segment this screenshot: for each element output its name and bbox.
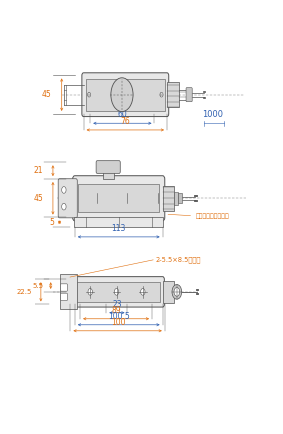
Text: 45: 45 — [42, 90, 52, 99]
Text: サポートブラケット: サポートブラケット — [196, 213, 229, 219]
Bar — [86, 79, 165, 111]
Circle shape — [87, 92, 91, 97]
Text: 89: 89 — [111, 306, 121, 316]
Text: 100.5: 100.5 — [108, 312, 130, 322]
Bar — [74, 217, 162, 227]
Text: 22.5: 22.5 — [17, 289, 32, 295]
FancyBboxPatch shape — [186, 88, 192, 102]
FancyBboxPatch shape — [73, 176, 165, 221]
Bar — [178, 193, 182, 203]
Circle shape — [114, 289, 119, 295]
Text: 21: 21 — [34, 166, 43, 175]
Bar — [162, 186, 173, 211]
Bar — [162, 281, 173, 303]
FancyBboxPatch shape — [61, 284, 67, 291]
Circle shape — [172, 285, 182, 299]
Circle shape — [141, 289, 145, 295]
Bar — [59, 274, 77, 309]
Text: 100: 100 — [112, 319, 126, 327]
FancyBboxPatch shape — [96, 161, 120, 174]
FancyBboxPatch shape — [73, 276, 164, 307]
FancyBboxPatch shape — [82, 73, 169, 117]
Circle shape — [62, 187, 66, 193]
FancyBboxPatch shape — [61, 293, 67, 300]
Text: 5.5: 5.5 — [32, 283, 43, 289]
Circle shape — [111, 78, 133, 112]
Text: 1000: 1000 — [203, 110, 224, 119]
Circle shape — [160, 92, 163, 97]
Text: 23: 23 — [112, 300, 122, 309]
FancyBboxPatch shape — [58, 179, 77, 218]
Text: 45: 45 — [33, 194, 43, 203]
Circle shape — [174, 287, 180, 296]
Text: 5: 5 — [49, 218, 54, 227]
Text: 76: 76 — [121, 117, 130, 126]
Bar — [173, 191, 178, 205]
Circle shape — [88, 289, 93, 295]
Text: 2-5.5×8.5取付穴: 2-5.5×8.5取付穴 — [156, 256, 201, 263]
Bar — [103, 171, 114, 179]
Bar — [77, 282, 160, 302]
Bar — [167, 82, 179, 107]
Text: 113: 113 — [112, 224, 126, 233]
Circle shape — [62, 203, 66, 210]
Text: 60: 60 — [117, 110, 127, 119]
Bar — [78, 184, 159, 213]
